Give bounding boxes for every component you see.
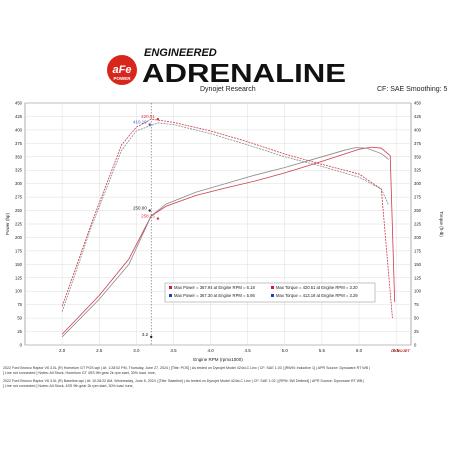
engineered-text: ENGINEERED — [144, 47, 217, 59]
x-tick-label: 6.0 — [356, 348, 363, 353]
legend-swatch — [271, 294, 274, 297]
legend-box — [164, 282, 376, 303]
y-tick-label-right: 50 — [414, 316, 419, 321]
x-tick-label: 3.0 — [133, 348, 140, 353]
x-tick-label: 4.5 — [245, 348, 252, 353]
y-tick-label-left: 350 — [15, 154, 23, 159]
dynojet-watermark: DYNOJET — [391, 348, 410, 353]
y-tick-label-left: 125 — [15, 275, 23, 280]
legend-entry: Max Power = 367.94 at Engine RPM = 6.18 — [174, 285, 255, 290]
y-tick-label-right: 100 — [414, 289, 422, 294]
y-tick-label-left: 150 — [15, 262, 23, 267]
y-tick-label-left: 325 — [15, 168, 23, 173]
run-notes-1: 2022 Ford Bronco Raptor V6 3.0L (R) Home… — [3, 366, 370, 376]
y-tick-label-right: 150 — [414, 262, 422, 267]
legend-entry: Max Torque = 420.51 at Engine RPM = 3.20 — [276, 285, 358, 290]
run-note-line: 2022 Ford Bronco Raptor V6 3.0L (R) Home… — [3, 366, 371, 370]
y-tick-label-right: 175 — [414, 248, 422, 253]
y-tick-label-right: 200 — [414, 235, 422, 240]
y-tick-label-left: 75 — [17, 302, 22, 307]
y-ticks-left: 0 25 50 75 100 125 150 175 200 225 250 275 300 325 350… — [15, 101, 23, 348]
y-tick-label-left: 200 — [15, 235, 23, 240]
grid — [25, 102, 411, 346]
annotation-label: 3.2 — [142, 332, 149, 337]
legend-swatch — [169, 294, 172, 297]
x-axis-label: Engine RPM (rpmx1000) — [193, 357, 243, 362]
annotation-marker — [156, 117, 160, 121]
y-tick-label-right: 0 — [414, 343, 417, 348]
y-tick-label-left: 425 — [15, 114, 23, 119]
annotation-label: 250.00 — [133, 206, 147, 211]
x-ticks: 2.0 2.5 3.0 3.5 4.0 4.5 5.0 5.5 6.0 6.5 — [59, 348, 400, 353]
series-line-2 — [61, 118, 393, 319]
annotation-label: 420.51 — [141, 114, 155, 119]
afe-badge-sub: POWER — [113, 76, 131, 81]
y-tick-label-right: 425 — [414, 114, 422, 119]
y-tick-label-left: 50 — [17, 316, 22, 321]
series-line-1 — [61, 147, 389, 338]
y-tick-label-left: 400 — [15, 127, 23, 132]
legend-entry: Max Power = 367.30 at Engine RPM = 5.95 — [174, 293, 255, 298]
y-tick-label-right: 400 — [414, 127, 422, 132]
series-group — [61, 118, 396, 338]
annotation-marker — [156, 217, 160, 220]
x-tick-label: 4.0 — [207, 348, 214, 353]
header-right: CF: SAE Smoothing: 5 — [377, 86, 448, 93]
y-tick-label-left: 100 — [15, 289, 23, 294]
legend-swatch — [271, 286, 274, 289]
x-tick-label: 3.5 — [170, 348, 177, 353]
legend: Max Power = 367.94 at Engine RPM = 6.18 M… — [164, 282, 376, 303]
legend-entry: Max Torque = 413.19 at Engine RPM = 3.29 — [276, 293, 358, 298]
header-left: Dynojet Research — [200, 86, 256, 93]
y-tick-label-left: 450 — [15, 101, 23, 106]
run-note-line: [ Line not connected ] Notes: All Stock,… — [3, 384, 134, 388]
annotation-label: 258.25 — [141, 214, 155, 219]
y-tick-label-right: 125 — [414, 275, 422, 280]
y-tick-label-right: 25 — [414, 329, 419, 334]
annotation-marker — [148, 209, 151, 212]
y-ticks-right: 0 25 50 75 100 125 150 175 200 225 250 275 300 325 350… — [414, 101, 422, 348]
y-tick-label-right: 75 — [414, 302, 419, 307]
annotation-marker — [148, 123, 151, 126]
afe-badge-icon — [107, 55, 137, 85]
afe-badge-text: aFe — [113, 64, 132, 76]
y-tick-label-right: 250 — [414, 208, 422, 213]
x-tick-label: 5.0 — [282, 348, 289, 353]
y-tick-label-left: 250 — [15, 208, 23, 213]
annotation-label: 410.19 — [133, 120, 147, 125]
y-tick-label-right: 225 — [414, 222, 422, 227]
y-tick-label-right: 450 — [414, 101, 422, 106]
y-axis-label-left: Power (hp) — [5, 212, 10, 235]
y-tick-label-left: 225 — [15, 222, 23, 227]
legend-swatch — [169, 286, 172, 289]
y-tick-label-right: 350 — [414, 154, 422, 159]
y-tick-label-right: 275 — [414, 195, 422, 200]
adrenaline-wordmark: ADRENALINE — [142, 58, 346, 88]
y-axis-label-right: Torque (ft-lb) — [439, 211, 444, 237]
y-tick-label-left: 175 — [15, 248, 23, 253]
y-tick-label-left: 25 — [17, 329, 22, 334]
x-tick-label: 5.5 — [319, 348, 326, 353]
y-tick-label-right: 325 — [414, 168, 422, 173]
y-tick-label-right: 300 — [414, 181, 422, 186]
run-note-line: 2022 Ford Bronco Raptor V6 3.0L (R) Base… — [3, 379, 365, 383]
run-note-line: [ Line not connected ] Notes: All Stock,… — [3, 371, 156, 375]
annotation-marker — [149, 335, 153, 339]
y-tick-label-left: 275 — [15, 195, 23, 200]
y-tick-label-left: 0 — [20, 343, 23, 348]
y-tick-label-right: 375 — [414, 141, 422, 146]
x-tick-label: 2.0 — [59, 348, 66, 353]
y-tick-label-left: 375 — [15, 141, 23, 146]
series-line-0 — [61, 146, 396, 335]
run-notes-2: 2022 Ford Bronco Raptor V6 3.0L (R) Base… — [3, 379, 364, 389]
x-tick-label: 6.5 — [393, 348, 400, 353]
series-line-3 — [61, 122, 390, 312]
adrenaline-logo: aFe POWER ENGINEERED ADRENALINE — [107, 47, 346, 88]
x-tick-label: 2.5 — [96, 348, 103, 353]
y-tick-label-left: 300 — [15, 181, 23, 186]
